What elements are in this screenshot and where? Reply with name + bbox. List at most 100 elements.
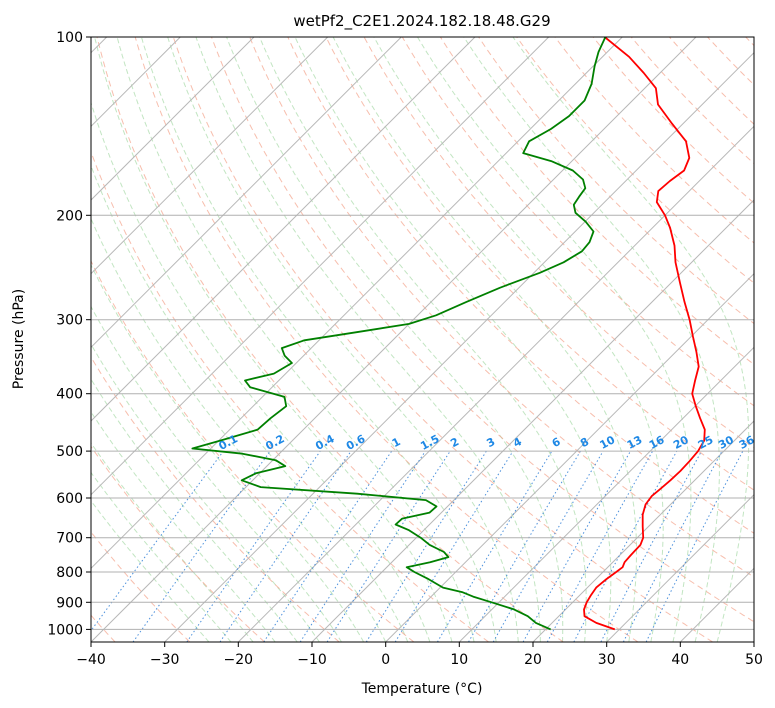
x-tick-label: 40: [671, 652, 689, 668]
isotherm-line: [311, 199, 754, 642]
y-tick-label: 900: [56, 595, 83, 611]
mixing-ratio-line: [394, 450, 514, 642]
dry-adiabat-line: [134, 37, 639, 642]
isotherm-line: [91, 37, 255, 201]
mixing-ratio-label: 10: [598, 433, 618, 452]
moist-adiabat-line: [91, 101, 431, 642]
moist-adiabat-line: [195, 37, 541, 642]
plot-frame: [90, 36, 755, 643]
mixing-ratio-label: 20: [671, 433, 691, 452]
isotherm-line: [91, 37, 329, 275]
mixing-ratio-line: [326, 450, 451, 642]
dry-adiabat-line: [287, 37, 754, 534]
x-tick-label: 20: [524, 652, 542, 668]
dry-adiabat-line: [91, 259, 415, 642]
dry-adiabat-line: [249, 37, 754, 578]
mixing-ratio-line: [546, 450, 654, 642]
x-tick-label: 50: [745, 652, 763, 668]
mixing-ratio-line: [219, 450, 352, 642]
x-tick-label: 10: [450, 652, 468, 668]
isotherm-line: [606, 493, 754, 642]
dry-adiabat-line: [211, 37, 754, 623]
isotherm-line: [164, 51, 754, 642]
x-axis-label: Temperature (°C): [361, 681, 483, 697]
mixing-ratio-line: [645, 450, 744, 642]
moist-adiabat-line: [91, 217, 387, 642]
moist-adiabat-line: [91, 442, 254, 642]
mixing-ratio-line: [573, 450, 678, 642]
isotherm-line: [385, 272, 754, 642]
mixing-ratio-line: [522, 450, 631, 642]
series-line: [191, 37, 607, 631]
moist-adiabat-line: [417, 37, 692, 642]
y-tick-label: 500: [56, 444, 83, 460]
y-tick-label: 200: [56, 208, 83, 224]
moist-adiabat-line: [116, 37, 475, 642]
x-tick-label: 30: [598, 652, 616, 668]
chart-title: wetPf2_C2E1.2024.182.18.48.G29: [293, 12, 550, 31]
mixing-ratio-line: [299, 450, 426, 642]
sounding-profiles: [191, 37, 706, 631]
y-axis-label: Pressure (hPa): [11, 289, 27, 389]
moist-adiabat-line: [94, 37, 453, 642]
y-tick-label: 300: [56, 313, 83, 329]
mixing-ratio-line: [132, 450, 271, 642]
mixing-ratio-line: [91, 450, 224, 632]
isotherm-line: [91, 37, 476, 422]
moist-adiabat-line: [332, 37, 637, 642]
isotherm-line: [91, 37, 550, 496]
moist-adiabat-line: [91, 343, 320, 642]
dry-adiabat-line: [96, 37, 564, 642]
mixing-ratio-line: [186, 450, 321, 642]
moist-adiabat-line: [167, 37, 519, 642]
moist-adiabat-line: [91, 411, 276, 642]
moist-adiabat-line: [91, 378, 298, 642]
moist-adiabat-line: [91, 500, 210, 642]
y-tick-label: 100: [56, 30, 83, 46]
dry-adiabat-line: [91, 445, 265, 642]
moist-adiabat-line: [226, 37, 564, 642]
x-axis: −40 −30 −20 −10 0 10 20 30 40 50: [76, 642, 763, 668]
y-axis: 1000 900 800 700 600 500 400 300 200 100: [47, 30, 91, 638]
mixing-ratio-label: 13: [625, 433, 645, 452]
moist-adiabat-line: [512, 37, 750, 642]
isobars: [91, 37, 754, 630]
isotherm-line: [91, 37, 623, 570]
mixing-ratio-label: 25: [696, 433, 716, 452]
moist-adiabat-line: [294, 37, 612, 642]
isotherm-line: [532, 420, 754, 642]
moist-adiabat-line: [141, 37, 497, 642]
y-tick-label: 800: [56, 565, 83, 581]
isotherms: [91, 37, 754, 642]
isotherm-line: [458, 346, 754, 642]
isotherm-line: [91, 37, 402, 349]
mixing-ratio-label: 36: [737, 433, 757, 452]
isotherm-line: [237, 125, 754, 642]
mixing-ratio-label: 16: [647, 433, 667, 452]
moist-adiabat-line: [91, 471, 232, 642]
moist-adiabat-line: [259, 37, 587, 642]
x-tick-label: 0: [381, 652, 390, 668]
moist-adiabat-line: [373, 37, 664, 642]
moist-adiabat-line: [91, 164, 409, 642]
y-tick-label: 700: [56, 531, 83, 547]
x-tick-label: −10: [297, 652, 327, 668]
guide-labels: 0.1 0.2 0.4 0.6 1 1.5 2 3 4 6 8 10 13 16 20 25 30 36: [217, 432, 757, 453]
dry-adiabat-line: [325, 37, 754, 491]
isotherm-line: [91, 37, 697, 642]
x-tick-label: −30: [150, 652, 180, 668]
y-tick-label: 600: [56, 491, 83, 507]
dry-adiabat-line: [516, 37, 754, 284]
y-tick-label: 1000: [47, 622, 83, 638]
series-line: [583, 37, 706, 631]
dry-adiabat-line: [172, 37, 713, 642]
plot-area: 0.1 0.2 0.4 0.6 1 1.5 2 3 4 6 8 10 13 16 20 25 30 36: [91, 37, 757, 642]
x-tick-label: −20: [224, 652, 254, 668]
y-tick-label: 400: [56, 387, 83, 403]
mixing-ratio-label: 30: [716, 433, 736, 452]
x-tick-label: −40: [76, 652, 106, 668]
dry-adiabats: [91, 37, 754, 642]
dry-adiabat-line: [91, 356, 340, 642]
